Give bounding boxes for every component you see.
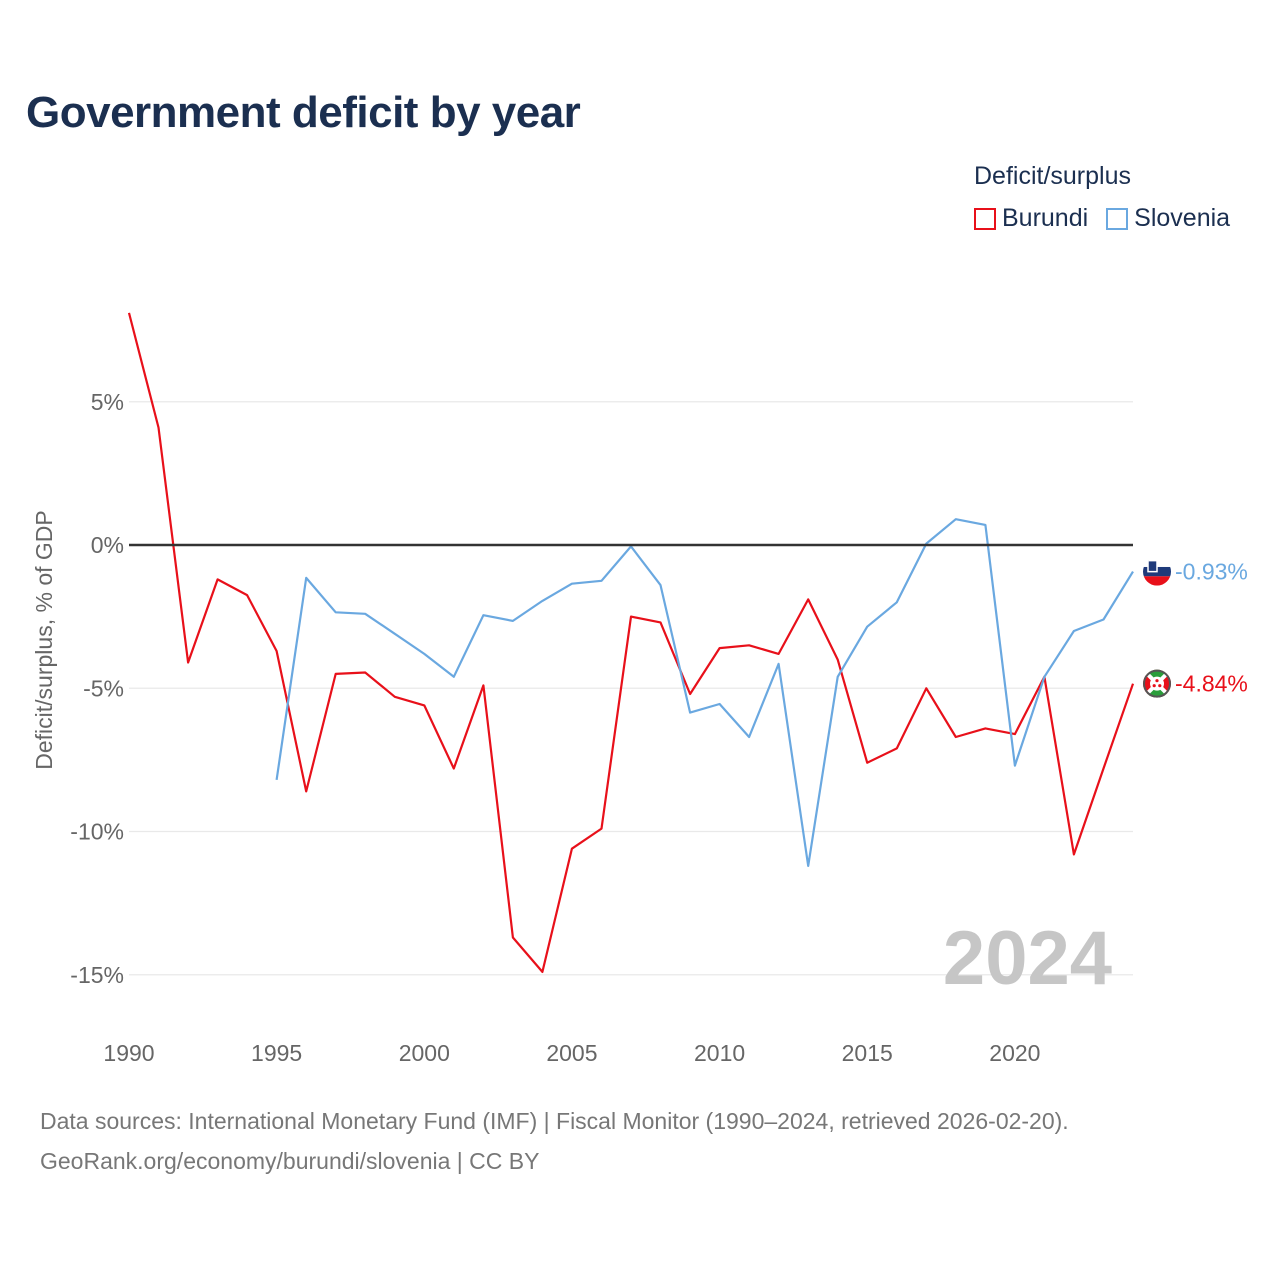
y-tick-label: 5%: [91, 389, 124, 415]
year-watermark: 2024: [943, 916, 1112, 1001]
gridlines: [129, 401, 1133, 976]
end-value-label-slovenia: -0.93%: [1175, 559, 1248, 585]
y-tick-label: -10%: [70, 819, 124, 845]
series-end-markers: -4.84% -0.93%: [1143, 557, 1248, 698]
x-tick-label: 2010: [694, 1040, 745, 1066]
end-value-label-burundi: -4.84%: [1175, 671, 1248, 697]
legend-swatch-burundi: [974, 207, 996, 230]
y-tick-label: 0%: [91, 532, 124, 558]
legend-swatch-slovenia: [1106, 207, 1129, 230]
flag-icon-slovenia: [1143, 557, 1171, 586]
footer-sources: Data sources: International Monetary Fun…: [40, 1108, 1069, 1134]
series-line-burundi: [127, 312, 1135, 973]
legend-item-burundi[interactable]: Burundi: [974, 204, 1088, 233]
y-tick-label: -15%: [70, 962, 124, 988]
legend: Burundi Slovenia: [974, 204, 1248, 233]
flag-icon-burundi: [1143, 669, 1171, 698]
x-tick-label: 1990: [103, 1040, 154, 1066]
x-tick-label: 2000: [399, 1040, 450, 1066]
footer-credit: GeoRank.org/economy/burundi/slovenia | C…: [40, 1148, 540, 1174]
x-axis-ticks: 1990 1995 2000 2005 2010 2015 2020: [103, 1040, 1040, 1066]
series-line-slovenia: [275, 518, 1134, 867]
legend-item-slovenia[interactable]: Slovenia: [1106, 204, 1230, 233]
y-axis-label: Deficit/surplus, % of GDP: [31, 510, 57, 769]
legend-label-slovenia: Slovenia: [1134, 204, 1231, 232]
line-chart: 5% 0% -5% -10% -15% 1990 1995 2000 2005 2010 2015…: [31, 312, 1248, 1066]
x-tick-label: 2005: [546, 1040, 597, 1066]
x-tick-label: 2020: [989, 1040, 1040, 1066]
legend-title: Deficit/surplus: [974, 162, 1131, 190]
chart-title: Government deficit by year: [26, 88, 581, 137]
series-lines: [127, 312, 1135, 973]
legend-label-burundi: Burundi: [1002, 204, 1089, 232]
x-tick-label: 1995: [251, 1040, 302, 1066]
y-tick-label: -5%: [83, 675, 124, 701]
y-axis-ticks: 5% 0% -5% -10% -15%: [70, 389, 124, 988]
x-tick-label: 2015: [842, 1040, 893, 1066]
